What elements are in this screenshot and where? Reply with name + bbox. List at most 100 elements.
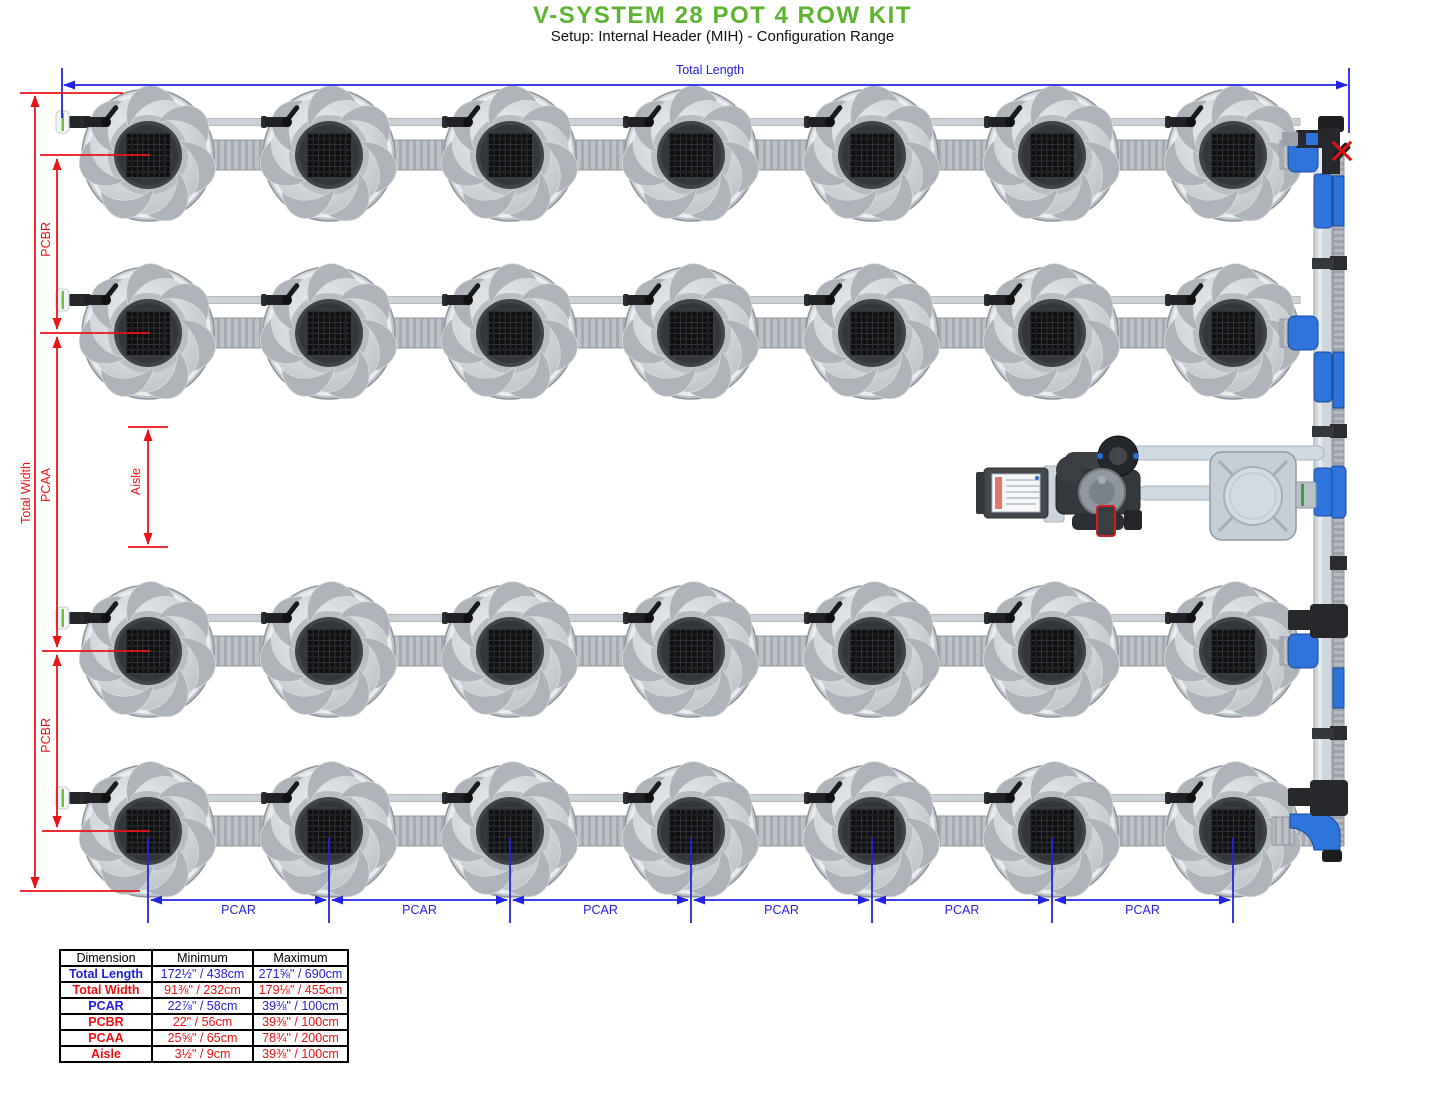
- table-cell-maximum: 271⅝" / 690cm: [252, 965, 349, 983]
- pcar-label: PCAR: [221, 903, 256, 917]
- pot-row: [55, 753, 1317, 902]
- pot-valve: [80, 781, 119, 804]
- table-cell-minimum: 3½" / 9cm: [151, 1045, 254, 1063]
- pot: [72, 77, 225, 226]
- table-cell-maximum: 39⅜" / 100cm: [252, 997, 349, 1015]
- pot: [434, 573, 587, 722]
- pot-valve: [80, 105, 119, 128]
- pot-valve: [1165, 283, 1204, 306]
- pot: [976, 77, 1129, 226]
- total-length-label: Total Length: [675, 63, 745, 77]
- pot-rows-layer: [55, 77, 1317, 902]
- pot: [253, 77, 406, 226]
- pot-valve: [623, 105, 662, 128]
- pot-valve: [804, 105, 843, 128]
- table-header-cell: Minimum: [151, 949, 254, 967]
- pot: [615, 77, 768, 226]
- pot-valve: [623, 601, 662, 624]
- pot-valve: [80, 601, 119, 624]
- pcbr-label-top: PCBR: [39, 222, 53, 257]
- table-cell-maximum: 39⅜" / 100cm: [252, 1013, 349, 1031]
- pot-valve: [623, 781, 662, 804]
- pot-valve: [1165, 781, 1204, 804]
- black-fittings: [1282, 116, 1348, 862]
- aisle-label: Aisle: [129, 468, 143, 496]
- pot-valve: [984, 105, 1023, 128]
- table-cell-maximum: 78¾" / 200cm: [252, 1029, 349, 1047]
- pot-valve: [804, 283, 843, 306]
- table-row: PCAR 22⅞" / 58cm 39⅜" / 100cm: [59, 997, 349, 1015]
- pot-valve: [442, 601, 481, 624]
- table-cell-minimum: 22⅞" / 58cm: [151, 997, 254, 1015]
- pot-valve: [80, 283, 119, 306]
- pot: [72, 573, 225, 722]
- pot: [434, 255, 587, 404]
- table-cell-dimension: PCAA: [59, 1029, 153, 1047]
- pot-valve: [261, 283, 300, 306]
- blue-fittings: [1287, 137, 1347, 851]
- table-cell-dimension: PCAR: [59, 997, 153, 1015]
- pot-valve: [442, 105, 481, 128]
- table-header-cell: Dimension: [59, 949, 153, 967]
- pump-outlet-pipe: [1137, 485, 1217, 501]
- reservoir: [1209, 451, 1317, 541]
- pcar-dimensions: [147, 838, 1234, 923]
- pot-valve: [442, 283, 481, 306]
- table-cell-minimum: 22" / 56cm: [151, 1013, 254, 1031]
- cap-green-stripe: [61, 291, 64, 309]
- total-width-label: Total Width: [19, 462, 33, 524]
- aisle-dimension: [128, 426, 168, 548]
- pot-valve: [261, 601, 300, 624]
- pot: [976, 573, 1129, 722]
- dimension-table: Dimension Minimum Maximum Total Length 172½…: [59, 949, 349, 1063]
- pot-row: [55, 77, 1317, 226]
- pot-valve: [261, 781, 300, 804]
- dimension-lines: [20, 68, 1350, 923]
- page-subtitle: Setup: Internal Header (MIH) - Configura…: [550, 28, 895, 45]
- pot-valve: [984, 781, 1023, 804]
- page-title: V-SYSTEM 28 POT 4 ROW KIT: [533, 2, 912, 29]
- table-header-cell: Maximum: [252, 949, 349, 967]
- pot: [72, 255, 225, 404]
- pot-row: [55, 255, 1317, 404]
- table-row: Total Length 172½" / 438cm 271⅝" / 690cm: [59, 965, 349, 983]
- pot-valve: [804, 601, 843, 624]
- pcar-label: PCAR: [764, 903, 799, 917]
- pcar-label: PCAR: [944, 903, 980, 917]
- pcaa-label: PCAA: [39, 468, 53, 503]
- pcar-label: PCAR: [1125, 903, 1160, 917]
- table-cell-dimension: Total Length: [59, 965, 153, 983]
- pot-valve: [1165, 601, 1204, 624]
- row-pitch-dimensions: [40, 154, 150, 832]
- pot: [796, 573, 949, 722]
- pot: [796, 255, 949, 404]
- drain-valve-icon: [1331, 140, 1353, 162]
- table-row: Total Width 91⅜" / 232cm 179⅛" / 455cm: [59, 981, 349, 999]
- pot-valve: [623, 283, 662, 306]
- pot: [976, 255, 1129, 404]
- cap-green-stripe: [61, 113, 64, 131]
- table-row: Aisle 3½" / 9cm 39⅜" / 100cm: [59, 1045, 349, 1063]
- table-cell-minimum: 91⅜" / 232cm: [151, 981, 254, 999]
- pot-valve: [261, 105, 300, 128]
- pump-drain-fitting: [1096, 505, 1116, 537]
- pot-valve: [804, 781, 843, 804]
- pump-assembly: [976, 435, 1325, 541]
- table-cell-dimension: Aisle: [59, 1045, 153, 1063]
- table-cell-dimension: PCBR: [59, 1013, 153, 1031]
- pcar-label: PCAR: [583, 903, 618, 917]
- table-cell-maximum: 179⅛" / 455cm: [252, 981, 349, 999]
- pot: [615, 573, 768, 722]
- pot-valve: [442, 781, 481, 804]
- pot-valve: [984, 283, 1023, 306]
- pcar-label: PCAR: [402, 903, 437, 917]
- water-pump: [1055, 435, 1142, 537]
- pot: [434, 77, 587, 226]
- table-cell-dimension: Total Width: [59, 981, 153, 999]
- pot: [796, 77, 949, 226]
- pcbr-label-bottom: PCBR: [39, 718, 53, 753]
- table-row: PCAA 25⅝" / 65cm 78¾" / 200cm: [59, 1029, 349, 1047]
- total-width-dimension: [20, 92, 140, 892]
- pot-valve: [984, 601, 1023, 624]
